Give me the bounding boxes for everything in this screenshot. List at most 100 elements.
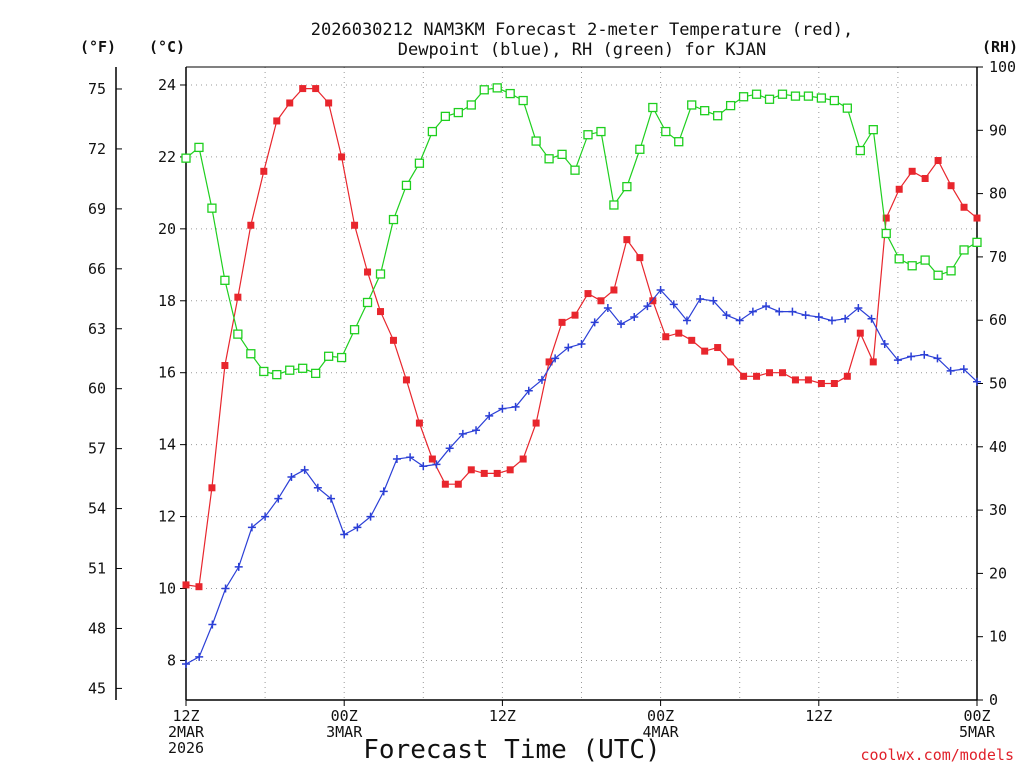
rh-point	[622, 181, 632, 192]
dewpoint-point	[682, 316, 691, 325]
dewpoint-point	[603, 303, 612, 312]
rh-tick-label: 50	[989, 375, 1007, 393]
temperature-point	[351, 221, 359, 229]
dewpoint-point	[788, 307, 797, 316]
temperature-point	[662, 333, 670, 341]
rh-point	[816, 93, 827, 103]
dewpoint-point	[959, 365, 968, 374]
dewpoint-point	[841, 314, 850, 323]
dewpoint-point	[854, 303, 863, 312]
rh-point	[401, 180, 412, 191]
celsius-unit-label: (°C)	[149, 38, 185, 56]
dewpoint-point	[669, 300, 678, 309]
dewpoint-point	[313, 483, 322, 492]
rh-point	[272, 369, 282, 380]
rh-point	[375, 269, 386, 279]
celsius-tick-label: 20	[158, 220, 176, 238]
temperature-point	[934, 157, 942, 165]
rh-point	[894, 254, 904, 264]
rh-point	[194, 142, 204, 153]
temperature-point	[441, 480, 449, 488]
rh-point	[907, 261, 917, 271]
temperature-point	[766, 369, 774, 377]
x-tick-label: 12Z	[172, 707, 199, 725]
temperature-point	[415, 419, 423, 427]
rh-point	[531, 136, 541, 146]
dewpoint-point	[261, 512, 270, 521]
dewpoint-point	[893, 356, 902, 365]
celsius-tick-label: 16	[158, 364, 176, 382]
temperature-point	[299, 85, 307, 93]
rh-tick-label: 90	[989, 121, 1007, 139]
credit-text: coolwx.com/models	[860, 746, 1014, 764]
axis-ticks: 8 10 12 14 16 18 20 22 24 45 48 51 54 57 60 63 66 69 72 75 0…	[88, 58, 1016, 757]
dewpoint-point	[762, 302, 771, 311]
dewpoint-point	[406, 453, 415, 462]
rh-point	[220, 275, 230, 285]
rh-point	[362, 297, 373, 308]
temperature-point	[182, 581, 190, 589]
chart-axes	[115, 66, 978, 701]
temperature-point	[714, 344, 722, 352]
dewpoint-point	[537, 375, 546, 384]
rh-point	[855, 145, 865, 156]
fahrenheit-tick-label: 63	[88, 320, 106, 338]
dewpoint-point	[472, 426, 481, 435]
temperature-point	[908, 167, 916, 175]
rh-point	[259, 366, 269, 377]
dewpoint-point	[867, 314, 876, 323]
temperature-point	[740, 372, 748, 380]
x-tick-label: 2MAR	[168, 723, 205, 741]
dewpoint-point	[287, 473, 296, 482]
dewpoint-point	[208, 620, 217, 629]
x-tick-label: 3MAR	[326, 723, 363, 741]
dewpoint-point	[709, 296, 718, 305]
temperature-point	[506, 466, 514, 474]
temperature-point	[402, 376, 410, 384]
fahrenheit-tick-label: 66	[88, 260, 106, 278]
temperature-point	[597, 297, 605, 305]
temperature-point	[234, 293, 242, 301]
rh-point	[466, 100, 476, 110]
rh-point	[609, 200, 619, 210]
dewpoint-point	[327, 494, 336, 503]
dewpoint-point	[643, 302, 652, 311]
dewpoint-point	[973, 377, 981, 386]
dewpoint-point	[748, 307, 757, 316]
rh-point	[323, 351, 334, 361]
x-tick-label: 00Z	[331, 707, 358, 725]
dewpoint-point	[775, 307, 784, 316]
celsius-tick-label: 18	[158, 292, 176, 310]
dewpoint-point	[340, 530, 349, 539]
dewpoint-point	[590, 318, 599, 327]
fahrenheit-tick-label: 75	[88, 80, 106, 98]
rh-point	[635, 144, 645, 154]
temperature-point	[791, 376, 799, 384]
dewpoint-point	[801, 311, 810, 320]
temperature-point	[519, 455, 527, 463]
rh-point	[505, 88, 515, 99]
temperature-point	[636, 254, 644, 262]
rh-point	[868, 125, 878, 135]
temperature-point	[428, 455, 436, 463]
dewpoint-point	[366, 512, 375, 521]
temperature-point	[221, 362, 229, 370]
temperature-point	[195, 583, 203, 591]
dewpoint-point	[498, 404, 507, 413]
temperature-point	[895, 185, 903, 193]
dewpoint-point	[907, 352, 916, 361]
temperature-point	[584, 290, 592, 298]
rh-point	[570, 165, 580, 175]
rh-point	[751, 89, 762, 99]
temperature-point	[338, 153, 346, 161]
temperature-point	[454, 480, 462, 488]
rh-tick-label: 30	[989, 501, 1007, 519]
rh-point	[764, 94, 775, 104]
rh-point	[583, 130, 593, 140]
temperature-point	[377, 308, 385, 316]
rh-point	[349, 325, 360, 335]
fahrenheit-tick-label: 69	[88, 200, 106, 218]
dewpoint-point	[511, 402, 520, 411]
rh-point	[492, 83, 502, 93]
